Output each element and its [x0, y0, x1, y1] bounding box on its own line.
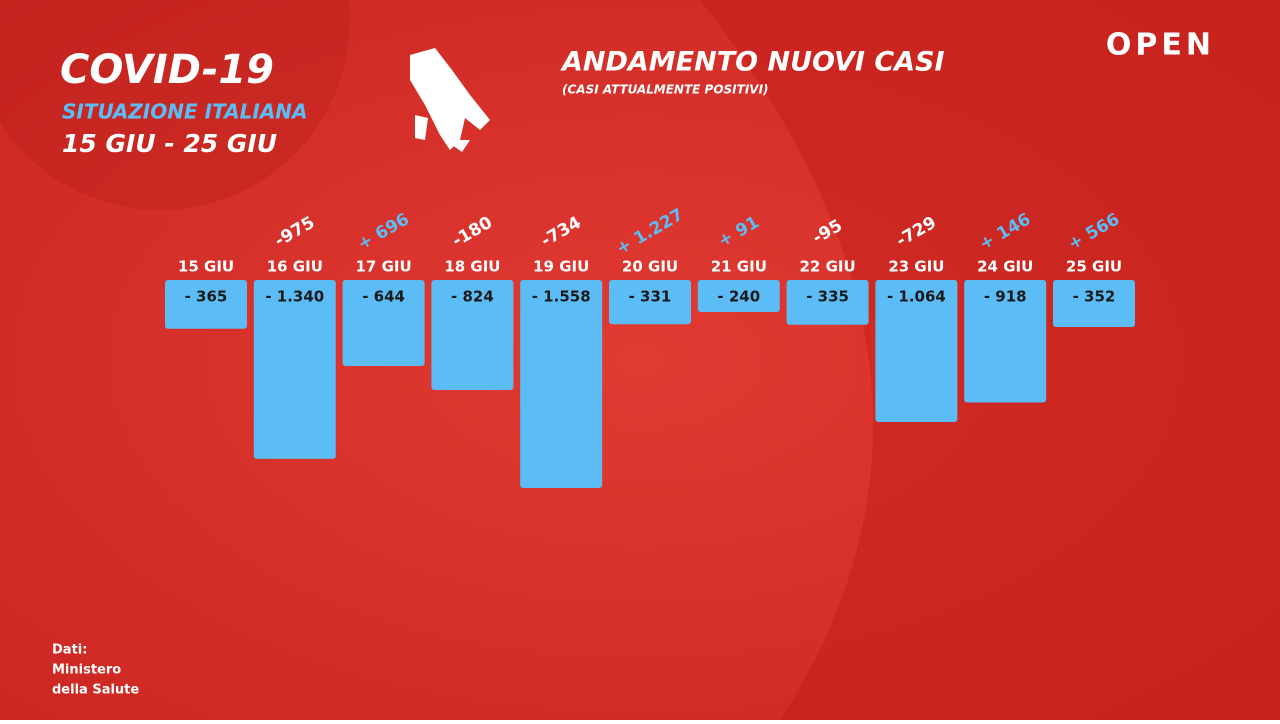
bar [697, 280, 780, 313]
bar [964, 280, 1047, 403]
x-tick-label: 22 GIU [800, 258, 856, 276]
source: della Salute [52, 683, 139, 698]
italy-map [410, 48, 490, 150]
source: Ministero [52, 663, 121, 678]
brand: OPEN [1106, 28, 1215, 63]
italy-map [415, 115, 428, 140]
value-label: - 1.340 [265, 288, 324, 306]
x-tick-label: 20 GIU [622, 258, 678, 276]
bar [253, 280, 336, 459]
value-label: - 331 [629, 288, 672, 306]
x-tick-label: 24 GIU [977, 258, 1033, 276]
value-label: - 1.558 [532, 288, 591, 306]
value-label: - 240 [717, 288, 760, 306]
bar [431, 280, 514, 391]
x-tick-label: 25 GIU [1066, 258, 1122, 276]
value-label: - 365 [185, 288, 228, 306]
bar [609, 280, 691, 325]
x-tick-label: 23 GIU [888, 258, 944, 276]
italy-map [445, 140, 470, 152]
subtitle: SITUAZIONE ITALIANA [62, 100, 308, 124]
value-label: - 352 [1073, 288, 1116, 306]
value-label: - 824 [451, 288, 494, 306]
value-label: - 644 [362, 288, 405, 306]
chart-title: ANDAMENTO NUOVI CASI [560, 47, 945, 78]
bar [342, 280, 425, 366]
x-tick-label: 16 GIU [267, 258, 323, 276]
bar [165, 280, 247, 329]
source: Dati: [52, 643, 87, 658]
title: COVID-19 [60, 47, 274, 93]
x-tick-label: 18 GIU [444, 258, 500, 276]
x-tick-label: 17 GIU [356, 258, 412, 276]
value-label: - 1.064 [887, 288, 946, 306]
x-tick-label: 21 GIU [711, 258, 767, 276]
bar [786, 280, 869, 325]
x-tick-label: 15 GIU [178, 258, 234, 276]
chart-subtitle: (CASI ATTUALMENTE POSITIVI) [562, 83, 769, 97]
bar [520, 280, 603, 488]
bg-shape [0, 0, 350, 210]
bar [1053, 280, 1135, 327]
period: 15 GIU - 25 GIU [62, 129, 277, 158]
value-label: - 335 [806, 288, 849, 306]
value-label: - 918 [984, 288, 1027, 306]
bar [875, 280, 958, 423]
x-tick-label: 19 GIU [533, 258, 589, 276]
